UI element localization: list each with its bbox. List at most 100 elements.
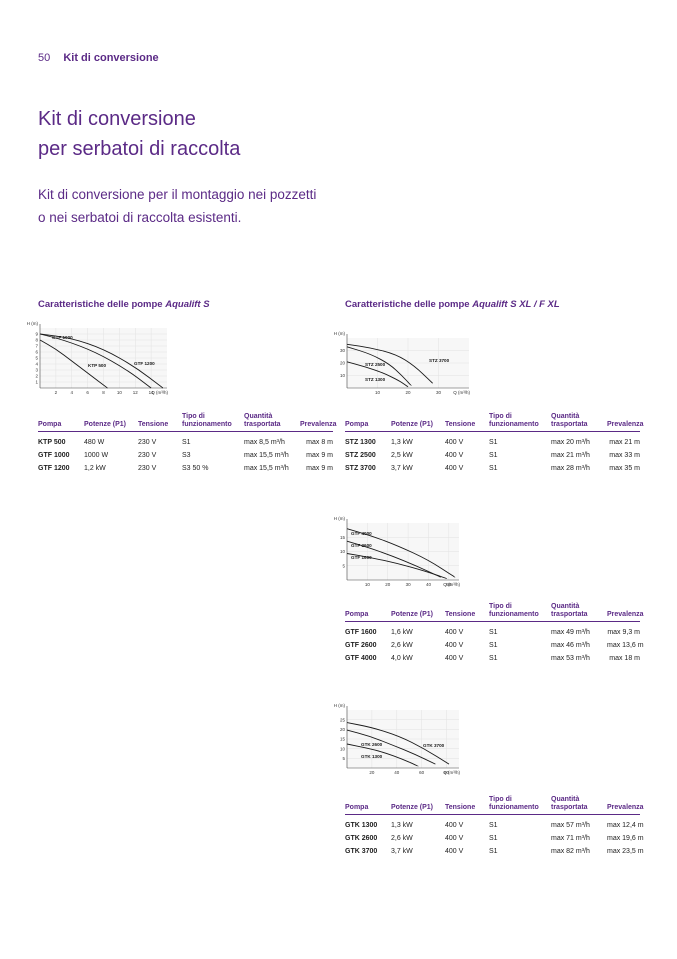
series-label: GTF 2600 bbox=[351, 543, 372, 548]
cell-power: 1,3 kW bbox=[391, 439, 413, 446]
cell-pump: GTK 1300 bbox=[345, 822, 378, 829]
cell-power: 1,3 kW bbox=[391, 822, 413, 829]
page-subtitle: Kit di conversione per il montaggio nei … bbox=[38, 183, 316, 229]
cell-head: max 9 m bbox=[306, 452, 333, 459]
cell-head: max 19,6 m bbox=[607, 835, 644, 842]
series-label: GTK 2600 bbox=[361, 742, 383, 747]
x-tick-label: 30 bbox=[436, 390, 442, 395]
header-operation-type-text: funzionamento bbox=[489, 611, 539, 618]
y-tick-label: 3 bbox=[35, 368, 38, 373]
page-title: Kit di conversione per serbatoi di racco… bbox=[38, 104, 240, 164]
y-axis-label: H (m) bbox=[334, 703, 346, 708]
x-tick-label: 20 bbox=[385, 582, 391, 587]
x-tick-label: 10 bbox=[375, 390, 381, 395]
section-heading-prefix: Caratteristiche delle pompe bbox=[38, 299, 166, 310]
x-axis-label: Q (m³/h) bbox=[453, 390, 470, 395]
header-flow-rate-text: trasportata bbox=[244, 421, 281, 428]
header-voltage-text: Tensione bbox=[138, 421, 169, 428]
y-axis-label: H (m) bbox=[334, 331, 346, 336]
header-flow-rate: Quantità trasportata bbox=[551, 792, 607, 815]
header-pump-text: Pompa bbox=[38, 421, 62, 428]
cell-type: S1 bbox=[489, 629, 498, 636]
header-flow-rate-text: Quantità bbox=[244, 413, 273, 420]
cell-pump: GTF 4000 bbox=[345, 655, 377, 662]
cell-flow: max 8,5 m³/h bbox=[244, 439, 285, 446]
cell-power: 1,2 kW bbox=[84, 465, 106, 472]
y-axis-label: H (m) bbox=[334, 516, 346, 521]
series-label: KTP 500 bbox=[88, 363, 106, 368]
header-operation-type: Tipo di funzionamento bbox=[489, 792, 551, 815]
table-row: GTF 1600 1,6 kW 400 V S1 max 49 m³/h max 9,3 … bbox=[345, 622, 640, 640]
series-label: STZ 2500 bbox=[365, 362, 386, 367]
cell-flow: max 49 m³/h bbox=[551, 629, 590, 636]
cell-pump: STZ 3700 bbox=[345, 465, 376, 472]
x-axis-label: Q (m³/h) bbox=[443, 582, 460, 587]
series-label: GTK 3700 bbox=[423, 743, 445, 748]
header-flow-rate: Quantità trasportata bbox=[551, 409, 607, 432]
header-pump-text: Pompa bbox=[345, 804, 369, 811]
header-pump: Pompa bbox=[38, 409, 84, 432]
header-operation-type-text: Tipo di bbox=[489, 603, 512, 610]
spec-table-stz: Pompa Potenze (P1) Tensione Tipo di funziona… bbox=[345, 409, 644, 475]
header-pump-text: Pompa bbox=[345, 421, 369, 428]
y-tick-label: 4 bbox=[35, 362, 38, 367]
title-line-1: Kit di conversione bbox=[38, 108, 196, 130]
y-tick-label: 20 bbox=[340, 361, 346, 366]
y-tick-label: 15 bbox=[340, 737, 346, 742]
x-tick-label: 12 bbox=[133, 390, 139, 395]
table-row: GTF 1200 1,2 kW 230 V S3 50 % max 15,5 m³/h m… bbox=[38, 462, 333, 475]
cell-type: S1 bbox=[489, 642, 498, 649]
x-tick-label: 40 bbox=[426, 582, 432, 587]
cell-type: S1 bbox=[489, 465, 498, 472]
x-tick-label: 80 bbox=[444, 770, 450, 775]
cell-power: 2,6 kW bbox=[391, 642, 413, 649]
chart-svg: 5 10 15 20 25 20 40 60 80 H (m) Q (m³/h) GTK 2600 GT… bbox=[334, 703, 461, 775]
x-tick-label: 20 bbox=[405, 390, 411, 395]
table-row: STZ 2500 2,5 kW 400 V S1 max 21 m³/h max 33 m bbox=[345, 449, 640, 462]
performance-chart-stz: 10 20 30 10 20 30 H (m) Q (m³/h) STZ 2500 STZ 130… bbox=[334, 331, 477, 398]
cell-pump: GTF 2600 bbox=[345, 642, 377, 649]
header-pump: Pompa bbox=[345, 599, 391, 622]
x-tick-label: 4 bbox=[70, 390, 73, 395]
y-tick-label: 30 bbox=[340, 348, 346, 353]
cell-flow: max 15,5 m³/h bbox=[244, 452, 289, 459]
series-label: GTF 4000 bbox=[351, 531, 372, 536]
header-head-text: Prevalenza bbox=[607, 421, 644, 428]
cell-head: max 13,6 m bbox=[607, 642, 644, 649]
header-flow-rate-text: trasportata bbox=[551, 804, 588, 811]
header-operation-type: Tipo di funzionamento bbox=[182, 409, 244, 432]
header-voltage: Tensione bbox=[138, 409, 182, 432]
cell-head: max 18 m bbox=[609, 655, 640, 662]
table-row: GTK 3700 3,7 kW 400 V S1 max 82 m³/h max 23,5… bbox=[345, 845, 644, 858]
section-heading-aqualift-xl: Caratteristiche delle pompe Aqualift S X… bbox=[345, 299, 560, 310]
series-label: GTF 1600 bbox=[351, 555, 372, 560]
cell-power: 1,6 kW bbox=[391, 629, 413, 636]
header-voltage-text: Tensione bbox=[445, 804, 476, 811]
series-label: STZ 1300 bbox=[365, 377, 386, 382]
header-head-text: Prevalenza bbox=[300, 421, 337, 428]
series-line-ktp-500 bbox=[39, 339, 108, 389]
section-name: Kit di conversione bbox=[63, 52, 159, 64]
series-label: GTK 1300 bbox=[361, 754, 383, 759]
cell-power: 3,7 kW bbox=[391, 848, 413, 855]
header-flow-rate-text: Quantità bbox=[551, 796, 580, 803]
header-operation-type-text: Tipo di bbox=[489, 413, 512, 420]
cell-flow: max 28 m³/h bbox=[551, 465, 590, 472]
cell-voltage: 400 V bbox=[445, 629, 464, 636]
table-row: GTK 2600 2,6 kW 400 V S1 max 71 m³/h max 19,6… bbox=[345, 832, 644, 845]
cell-power: 3,7 kW bbox=[391, 465, 413, 472]
x-tick-label: 10 bbox=[117, 390, 123, 395]
header-head: Prevalenza bbox=[607, 409, 644, 432]
header-power: Potenze (P1) bbox=[391, 792, 445, 815]
header-flow-rate: Quantità trasportata bbox=[244, 409, 300, 432]
header-head-text: Prevalenza bbox=[607, 804, 644, 811]
series-line-stz-1300 bbox=[346, 361, 409, 388]
header-pump: Pompa bbox=[345, 792, 391, 815]
header-power: Potenze (P1) bbox=[84, 409, 138, 432]
header-head: Prevalenza bbox=[607, 599, 644, 622]
cell-head: max 9 m bbox=[306, 465, 333, 472]
y-tick-label: 7 bbox=[35, 344, 38, 349]
table-row: GTF 1000 1000 W 230 V S3 max 15,5 m³/h max 9 … bbox=[38, 449, 333, 462]
y-tick-label: 9 bbox=[35, 332, 38, 337]
